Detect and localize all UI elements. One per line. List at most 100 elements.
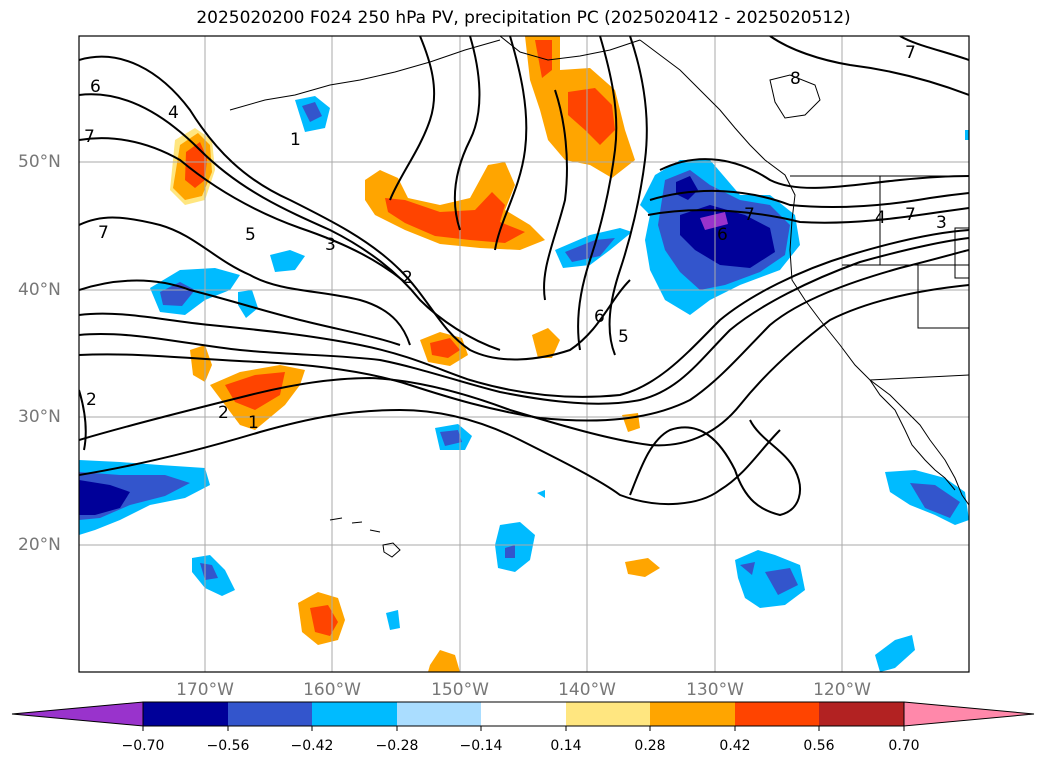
lon-label-150w: 150°W	[431, 680, 489, 700]
lat-label-40n: 40°N	[18, 280, 61, 300]
pv-contour-label: 7	[84, 127, 95, 147]
colorbar-high-arrow	[903, 701, 1035, 727]
colorbar-tick-label: −0.70	[121, 738, 165, 754]
baja-coast	[869, 379, 956, 491]
pv-contour	[659, 158, 969, 189]
pv-contour	[79, 279, 401, 346]
pv-contour	[79, 237, 969, 405]
pv-contour	[79, 249, 969, 422]
pv-contour-label: 3	[325, 235, 336, 255]
warm-patch	[225, 372, 285, 410]
warm-patch	[430, 338, 460, 358]
pv-contour	[79, 284, 969, 447]
cool-patch	[440, 430, 462, 446]
pv-contour	[453, 36, 481, 231]
pv-contour	[649, 189, 969, 208]
cool-patch	[765, 568, 798, 595]
map-frame	[78, 35, 970, 673]
pv-contour	[79, 93, 501, 351]
colorbar-tick-label: −0.56	[206, 738, 250, 754]
warm-patch	[568, 88, 615, 145]
colorbar-segment	[735, 702, 819, 726]
colorbar-tick-label: −0.42	[290, 738, 334, 754]
lon-label-120w: 120°W	[813, 680, 871, 700]
pv-contour-label: 5	[245, 225, 256, 245]
cool-patch	[740, 562, 755, 575]
colorbar-segment	[650, 702, 735, 726]
colorbar-segment	[819, 702, 904, 726]
pv-contour	[79, 216, 411, 346]
lat-label-20n: 20°N	[18, 535, 61, 555]
pv-contour-label: 5	[618, 327, 629, 347]
lon-label-140w: 140°W	[558, 680, 616, 700]
graticule	[79, 36, 969, 672]
warm-patch	[385, 192, 525, 243]
colorbar-tick-label: 0.28	[634, 738, 666, 754]
us-state-borders	[842, 176, 969, 329]
lon-label-160w: 160°W	[303, 680, 361, 700]
pv-contour-label: 7	[744, 205, 755, 225]
cool-patch	[238, 290, 258, 318]
cool-patch	[79, 480, 130, 515]
colorbar-tick-label: 0.56	[803, 738, 835, 754]
pv-contour-label: 6	[717, 225, 728, 245]
colorbar-segment	[481, 702, 566, 726]
lon-label-170w: 170°W	[176, 680, 234, 700]
colorbar-low-arrow	[11, 701, 144, 727]
cool-patch	[505, 545, 515, 558]
hawaii-islands	[329, 517, 401, 558]
pv-contour	[769, 36, 969, 96]
pv-contour	[629, 419, 801, 517]
pv-contour-label: 1	[248, 413, 259, 433]
colorbar-segment	[228, 702, 312, 726]
negative-anomaly-patches	[79, 96, 969, 672]
pv-contour	[647, 207, 969, 224]
cool-patch	[386, 610, 400, 630]
colorbar-segment	[397, 702, 481, 726]
colorbar-tick-label: 0.42	[719, 738, 751, 754]
cool-patch	[965, 130, 969, 140]
pv-contour	[389, 36, 436, 201]
pv-contour-label: 6	[90, 77, 101, 97]
pv-contour-label: 4	[168, 103, 179, 123]
cool-patch	[537, 490, 545, 498]
pv-contour-label: 7	[905, 43, 916, 63]
pv-contour	[79, 408, 781, 505]
cool-patch	[565, 238, 615, 262]
warm-patch	[310, 605, 338, 636]
cool-patch	[270, 250, 305, 272]
north-america-coast	[639, 39, 969, 506]
colorbar-tick-label: 0.70	[888, 738, 920, 754]
haida-gwaii	[769, 74, 821, 119]
colorbar	[11, 701, 1035, 731]
pv-contour-label: 2	[86, 390, 97, 410]
warm-patch	[625, 558, 660, 577]
pv-contour-label: 1	[290, 130, 301, 150]
cool-patch	[910, 483, 960, 518]
warm-patch	[532, 328, 560, 358]
colorbar-tick-label: 0.14	[550, 738, 582, 754]
colorbar-tick-label: −0.28	[375, 738, 419, 754]
alaska-coast	[499, 36, 641, 61]
mexico-border	[869, 374, 969, 381]
pv-contour-label: 7	[905, 205, 916, 225]
cool-patch	[875, 635, 915, 672]
pv-contour-label: 2	[218, 403, 229, 423]
pv-contour	[79, 389, 87, 451]
map-title: 2025020200 F024 250 hPa PV, precipitatio…	[196, 8, 851, 28]
coastlines	[229, 36, 969, 558]
pv-contour-label: 8	[790, 69, 801, 89]
pv-contour-label: 4	[875, 208, 886, 228]
pv-contour-label: 6	[594, 307, 605, 327]
pv-contour	[79, 229, 969, 398]
colorbar-tick-label: −0.14	[459, 738, 503, 754]
pv-contour	[79, 55, 631, 361]
warm-patch	[190, 345, 212, 382]
pv-contour-label: 3	[936, 213, 947, 233]
cool-patch	[700, 212, 728, 230]
warm-patch	[428, 650, 460, 672]
lon-label-130w: 130°W	[686, 680, 744, 700]
pv-contours	[79, 36, 969, 517]
pv-contour	[79, 137, 406, 283]
